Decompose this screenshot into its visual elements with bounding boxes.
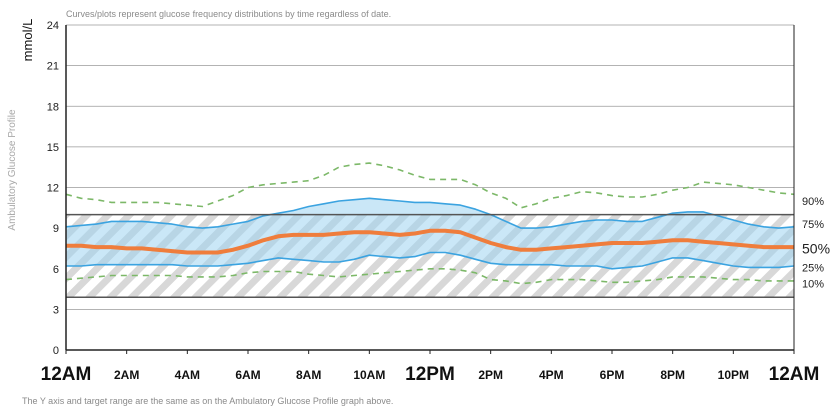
x-tick-16: 4PM <box>539 368 564 382</box>
x-tick-0: 12AM <box>41 364 92 385</box>
series-line-p50 <box>66 228 794 255</box>
x-tick-8: 8AM <box>296 368 321 382</box>
x-tick-2: 2AM <box>114 368 139 382</box>
y-tick-12: 12 <box>47 183 59 195</box>
x-tick-22: 10PM <box>718 368 749 382</box>
series-line-p10 <box>65 268 794 285</box>
interquartile-band <box>66 198 794 269</box>
x-tick-4: 4AM <box>175 368 200 382</box>
y-tick-18: 18 <box>47 101 59 113</box>
x-tick-20: 8PM <box>660 368 685 382</box>
x-tick-18: 6PM <box>600 368 625 382</box>
y-axis-label: mmol/L <box>20 19 35 62</box>
series-label-p50: 50% <box>802 240 830 256</box>
side-title: Ambulatory Glucose Profile <box>7 109 18 231</box>
y-tick-labels: 0 3 6 9 12 15 18 21 24 <box>47 20 59 357</box>
y-tick-0: 0 <box>53 345 59 357</box>
x-tick-6: 6AM <box>235 368 260 382</box>
series-end-labels: 90% 75% 50% 25% 10% <box>802 196 830 291</box>
series-label-p25: 25% <box>802 262 824 274</box>
x-tick-14: 2PM <box>478 368 503 382</box>
y-tick-6: 6 <box>53 264 59 276</box>
y-tick-9: 9 <box>53 223 59 235</box>
y-tick-3: 3 <box>53 304 59 316</box>
x-tick-labels: 12AM 2AM 4AM 6AM 8AM 10AM 12PM 2PM 4PM 6PM 8PM 10PM… <box>41 350 820 385</box>
x-tick-24: 12AM <box>769 364 820 385</box>
series-label-p10: 10% <box>802 279 824 291</box>
series-label-p90: 90% <box>802 196 824 208</box>
x-tick-12: 12PM <box>405 364 455 385</box>
x-tick-10: 10AM <box>353 368 385 382</box>
percentile-series <box>65 162 795 285</box>
footer-note: The Y axis and target range are the same… <box>22 396 393 406</box>
series-line-p75 <box>65 197 795 229</box>
y-tick-15: 15 <box>47 142 59 154</box>
y-tick-24: 24 <box>47 20 59 32</box>
y-tick-21: 21 <box>47 61 59 73</box>
series-label-p75: 75% <box>802 219 824 231</box>
series-line-p25 <box>66 251 795 270</box>
series-line-p90 <box>65 162 795 209</box>
header-note: Curves/plots represent glucose frequency… <box>66 9 391 19</box>
